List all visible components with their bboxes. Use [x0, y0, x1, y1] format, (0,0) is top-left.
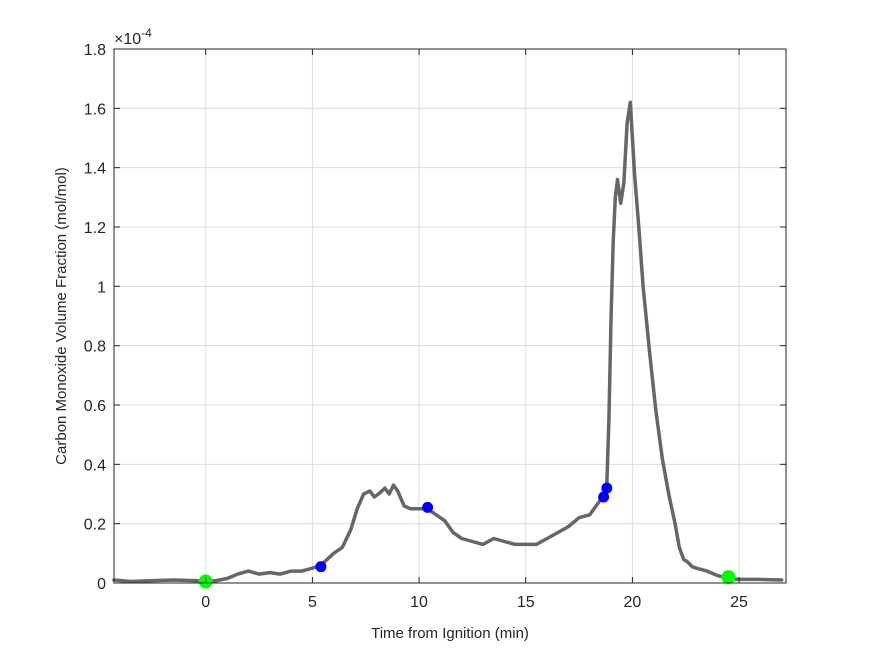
- y-tick-label: 0.2: [84, 517, 106, 534]
- y-tick-label: 0.6: [84, 398, 106, 415]
- y-axis-title: Carbon Monoxide Volume Fraction (mol/mol…: [53, 167, 70, 465]
- axes-box: [113, 48, 787, 584]
- x-tick-label: 15: [517, 594, 535, 611]
- blue-marker: [601, 482, 613, 494]
- blue-marker: [598, 491, 610, 503]
- y-tick-label: 1: [97, 279, 106, 296]
- event-markers: [198, 482, 736, 589]
- x-tick-label: 10: [410, 594, 428, 611]
- y-tick-labels: 0 0.2 0.4 0.6 0.8 1 1.2 1.4 1.6 1.8: [84, 42, 106, 593]
- x-tick-label: 20: [624, 594, 642, 611]
- data-series-co: [112, 100, 784, 584]
- green-marker: [721, 570, 736, 585]
- y-tick-label: 1.6: [84, 101, 106, 118]
- x-axis-title: Time from Ignition (min): [371, 625, 529, 642]
- x-tick-labels: 0 5 10 15 20 25: [201, 594, 748, 611]
- y-tick-label: 0.8: [84, 339, 106, 356]
- y-tick-label: 1.2: [84, 220, 106, 237]
- y-tick-label: 0: [97, 576, 106, 593]
- grid-lines: [114, 48, 786, 584]
- y-tick-label: 1.4: [84, 161, 106, 178]
- y-exponent-label: ×10-4: [114, 26, 152, 48]
- blue-marker: [315, 561, 327, 573]
- x-tick-label: 5: [308, 594, 317, 611]
- axis-ticks: [114, 48, 786, 584]
- y-tick-label: 0.4: [84, 457, 106, 474]
- co-line: [112, 100, 784, 584]
- x-tick-label: 25: [730, 594, 748, 611]
- y-tick-label: 1.8: [84, 42, 106, 59]
- x-tick-label: 0: [201, 594, 210, 611]
- blue-marker: [422, 501, 434, 513]
